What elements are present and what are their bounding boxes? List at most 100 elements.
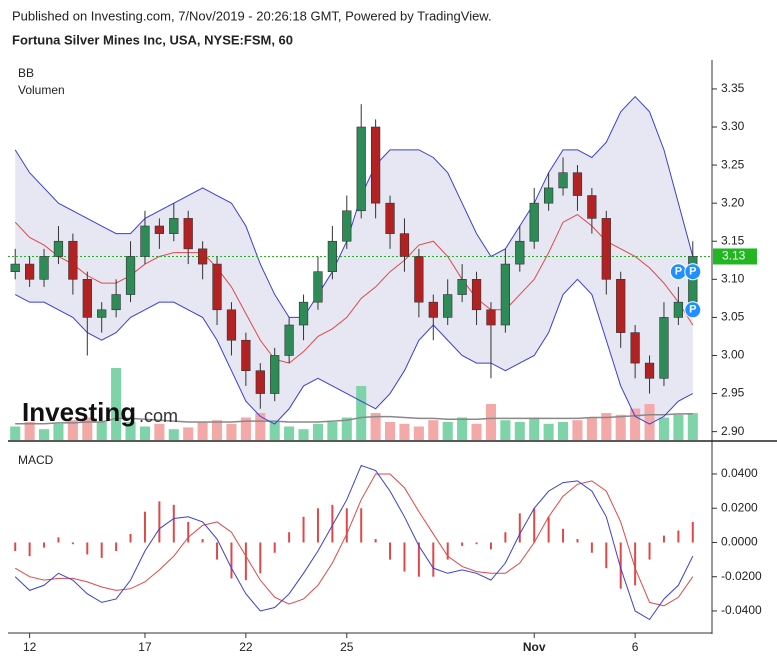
volume-bar (211, 420, 223, 440)
volume-bar (644, 404, 655, 440)
candle-body (443, 294, 453, 318)
y-tick-label: 0.0200 (721, 500, 758, 514)
candle-body (82, 279, 92, 318)
x-tick-label: 25 (340, 640, 354, 654)
candle-body (255, 370, 265, 394)
volume-bar (615, 414, 626, 440)
marker-label: P (675, 266, 682, 278)
candle-body (385, 202, 395, 234)
last-price-box (713, 248, 757, 265)
macd-label: MACD (18, 453, 54, 467)
candle-body (630, 332, 640, 364)
candle-body (270, 355, 280, 394)
candle-body (457, 279, 467, 295)
candle-body (212, 263, 222, 311)
candle-body (616, 279, 626, 333)
volume-bar (139, 426, 151, 440)
volume-bar (658, 417, 670, 440)
header: Published on Investing.com, 7/Nov/2019 -… (12, 8, 492, 23)
volume-bar (413, 426, 424, 440)
bb-upper-line (14, 95, 694, 318)
marker-label: P (689, 266, 696, 278)
y-tick-label: -0.0200 (721, 569, 762, 583)
x-tick-label: 6 (632, 640, 639, 654)
volume-bar (111, 368, 122, 440)
volume-bar (500, 420, 511, 440)
candle-body (183, 218, 193, 250)
volume-bar (10, 426, 21, 440)
candle-body (313, 271, 323, 303)
candle-body (342, 210, 352, 242)
volume-bar (586, 417, 597, 440)
y-tick-label: 3.30 (721, 119, 745, 133)
volume-bar (168, 429, 179, 440)
watermark: Investing (22, 397, 136, 427)
candle-body (53, 240, 64, 257)
volume-bar (24, 422, 35, 440)
candle-body (587, 195, 597, 219)
candle-body (486, 309, 496, 326)
candle-body (558, 172, 568, 189)
volume-bar (572, 420, 583, 440)
volume-bar (183, 427, 194, 440)
bb-band (15, 96, 693, 425)
candle-body (154, 225, 165, 234)
candle-body (241, 339, 251, 372)
candle-body (529, 202, 539, 242)
candle-body (140, 225, 150, 257)
volume-bar (356, 386, 367, 440)
candle-body (298, 301, 309, 326)
candle-body (673, 301, 683, 318)
volume-bar (298, 429, 309, 440)
volume-bar (284, 426, 295, 440)
volume-bar (240, 417, 251, 440)
y-tick-label: 3.25 (721, 157, 745, 171)
candle-body (68, 240, 78, 280)
indicator-label: BB (18, 66, 34, 80)
signal-line (14, 473, 694, 607)
plot-area (8, 95, 712, 621)
volume-bar (82, 417, 93, 440)
candle-body (10, 263, 20, 273)
candle-body (644, 362, 655, 379)
candle-body (284, 324, 294, 356)
candle-body (198, 248, 208, 265)
marker-label: P (689, 304, 696, 316)
candle-body (125, 256, 136, 295)
last-price-label: 3.13 (722, 249, 746, 263)
volume-ma-line (15, 413, 693, 425)
y-tick-label: 3.05 (721, 310, 745, 324)
y-tick-label: 3.20 (721, 195, 745, 209)
volume-bar (269, 422, 280, 440)
candle-body (356, 126, 366, 212)
y-tick-label: 3.15 (721, 233, 745, 247)
y-tick-label: 2.95 (721, 386, 745, 400)
candle-body (572, 172, 583, 196)
candle-body (327, 240, 337, 273)
candle-body (370, 126, 381, 204)
volume-bar (543, 423, 554, 440)
volume-bar (457, 417, 468, 440)
y-tick-label: 3.35 (721, 81, 745, 95)
volume-bar (471, 423, 482, 440)
watermark: .com (139, 406, 178, 426)
y-tick-label: 3.00 (721, 348, 745, 362)
candle-body (226, 309, 237, 341)
y-tick-label: -0.0400 (721, 603, 762, 617)
x-tick-label: 22 (239, 640, 253, 654)
candle-body (543, 187, 554, 204)
candle-body (500, 263, 510, 326)
candle-body (515, 240, 525, 265)
volume-bar (154, 423, 165, 440)
macd-line (14, 464, 694, 621)
volume-bar (38, 429, 50, 440)
y-tick-label: 3.10 (721, 271, 745, 285)
candle-body (39, 256, 49, 280)
volume-bar (370, 413, 381, 440)
volume-bar (327, 422, 338, 440)
volume-bar (485, 404, 497, 440)
volume-bar (341, 417, 352, 440)
volume-bar (226, 423, 237, 440)
x-tick-label: 17 (138, 640, 152, 654)
